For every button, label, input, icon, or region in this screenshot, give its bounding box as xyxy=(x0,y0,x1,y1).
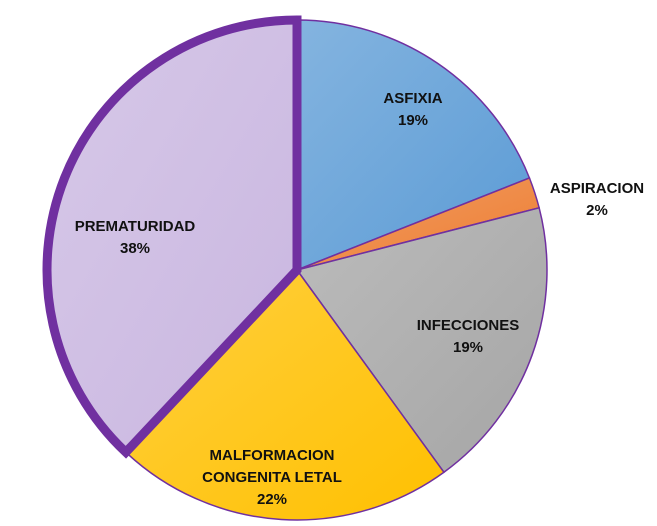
value-label: 22% xyxy=(256,491,288,508)
pie-slice xyxy=(295,206,548,474)
data-label: PREMATURIDAD 38% xyxy=(75,216,196,260)
value-label: 19% xyxy=(397,112,429,129)
data-label: ASFIXIA 19% xyxy=(383,88,442,132)
category-label: INFECCIONES xyxy=(416,317,520,334)
data-label: INFECCIONES 19% xyxy=(417,315,520,359)
pie-slice xyxy=(42,15,302,459)
data-label: MALFORMACION CONGENITA LETAL 22% xyxy=(177,445,367,511)
value-label: 2% xyxy=(586,202,608,219)
pie-slice xyxy=(124,268,445,521)
category-label: ASFIXIA xyxy=(383,90,443,107)
category-label: ASPIRACION xyxy=(549,180,645,197)
data-label: ASPIRACION 2% xyxy=(550,178,644,222)
category-label: PREMATURIDAD xyxy=(74,218,196,235)
pie-slice xyxy=(296,19,531,272)
category-label: MALFORMACION CONGENITA LETAL xyxy=(202,447,342,486)
value-label: 38% xyxy=(119,240,151,257)
value-label: 19% xyxy=(452,339,484,356)
